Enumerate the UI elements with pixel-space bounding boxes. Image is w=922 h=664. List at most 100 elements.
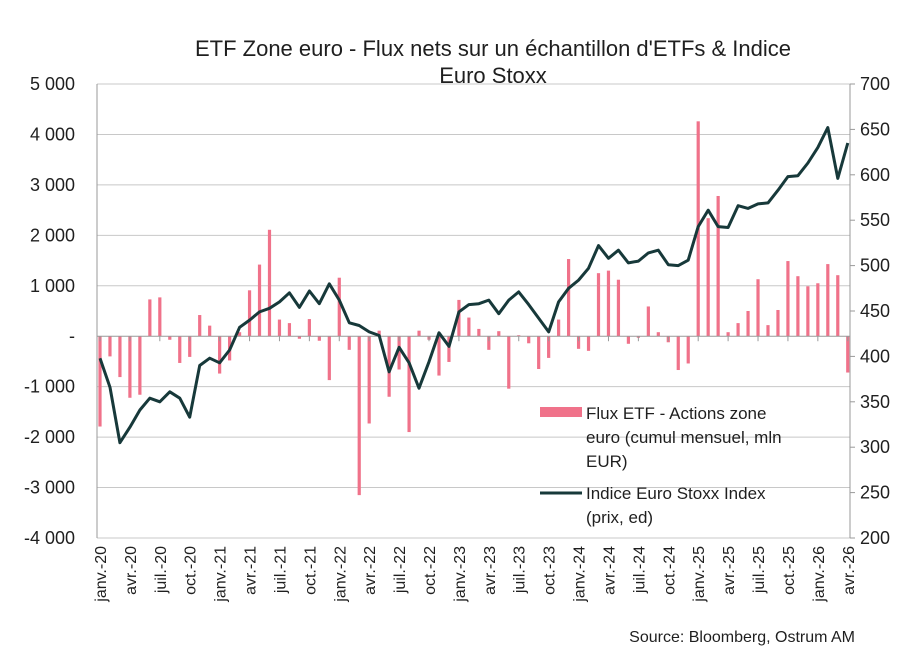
x-tick-label: janv.-22 <box>332 546 349 603</box>
bar <box>467 317 471 337</box>
right-tick-label: 650 <box>860 119 890 139</box>
right-axis-ticks: 700 650 600 550 500 450 400 350 300 250 200 <box>850 74 890 548</box>
left-tick-label: 4 000 <box>30 124 75 144</box>
bar <box>507 336 511 389</box>
left-tick-label: 5 000 <box>30 74 75 94</box>
left-tick-label: -3 000 <box>24 478 75 498</box>
bar <box>417 330 421 337</box>
legend-bar-label-3: EUR) <box>586 452 628 471</box>
bar <box>287 323 292 337</box>
left-tick-label: -1 000 <box>24 377 75 397</box>
bar <box>237 332 242 337</box>
bar <box>357 336 361 496</box>
bar <box>517 335 521 337</box>
x-tick-label: oct.-22 <box>422 546 439 595</box>
bar <box>397 336 401 370</box>
right-tick-label: 700 <box>860 74 890 94</box>
bar <box>148 299 152 337</box>
x-tick-label: avr.-23 <box>482 546 499 595</box>
bar <box>786 261 790 337</box>
x-tick-label: avr.-24 <box>601 546 618 595</box>
bar <box>547 336 551 358</box>
legend: Flux ETF - Actions zone euro (cumul mens… <box>540 404 782 527</box>
x-tick-label: avr.-22 <box>362 546 379 595</box>
bar <box>407 336 411 433</box>
x-tick-label: avr.-25 <box>721 546 738 595</box>
bar <box>317 336 321 341</box>
right-tick-label: 250 <box>860 483 890 503</box>
bar <box>267 229 272 337</box>
bar <box>118 336 122 378</box>
x-tick-label: janv.-20 <box>93 546 110 603</box>
left-tick-label: -4 000 <box>24 528 75 548</box>
bar <box>178 336 182 363</box>
x-tick-label: avr.-26 <box>841 546 858 595</box>
bar <box>716 195 720 337</box>
gridlines <box>97 83 850 539</box>
bar-series <box>98 121 850 496</box>
right-tick-label: 550 <box>860 210 890 230</box>
left-tick-label: - <box>69 326 75 346</box>
left-axis-ticks: 5 000 4 000 3 000 2 000 1 000 - -1 000 -2 000 -3… <box>24 74 75 548</box>
bar <box>198 315 202 337</box>
right-tick-label: 350 <box>860 392 890 412</box>
bar <box>736 323 740 337</box>
bar <box>457 299 461 337</box>
x-tick-label: janv.-25 <box>691 546 708 603</box>
bar <box>826 264 830 337</box>
bar <box>676 336 680 371</box>
bar <box>686 336 690 364</box>
bar <box>836 275 840 337</box>
bar <box>367 336 371 424</box>
x-tick-label: juil.-20 <box>153 546 170 594</box>
bar <box>596 273 601 337</box>
bar <box>447 336 451 362</box>
bar <box>277 319 282 337</box>
x-tick-label: juil.-25 <box>751 546 768 594</box>
left-tick-label: 3 000 <box>30 175 75 195</box>
bar <box>188 336 192 357</box>
bar <box>138 336 142 395</box>
legend-bar-label-2: euro (cumul mensuel, mln <box>586 428 782 447</box>
bar <box>626 336 631 344</box>
line-series-euro-stoxx <box>98 126 850 445</box>
right-tick-label: 300 <box>860 437 890 457</box>
bar <box>796 276 800 337</box>
bar <box>756 279 760 337</box>
bar <box>606 270 611 337</box>
x-tick-label: janv.-23 <box>452 546 469 603</box>
bar <box>816 283 820 337</box>
right-tick-label: 600 <box>860 165 890 185</box>
x-tick-label: juil.-24 <box>631 546 648 594</box>
bar <box>537 336 541 370</box>
x-tick-label: oct.-23 <box>542 546 559 595</box>
bar <box>377 330 381 337</box>
x-tick-label: janv.-26 <box>811 546 828 603</box>
bar <box>307 319 311 337</box>
x-tick-label: juil.-21 <box>272 546 289 594</box>
source-note: Source: Bloomberg, Ostrum AM <box>629 629 855 646</box>
bar <box>208 325 212 337</box>
bar <box>656 332 660 337</box>
right-tick-label: 500 <box>860 256 890 276</box>
legend-line-label-2: (prix, ed) <box>586 508 653 527</box>
bar <box>527 336 531 344</box>
bar <box>746 311 750 337</box>
legend-line-label-1: Indice Euro Stoxx Index <box>586 484 766 503</box>
x-tick-label: janv.-21 <box>213 546 230 603</box>
chart-title-line1: ETF Zone euro - Flux nets sur un échanti… <box>195 36 791 61</box>
bar <box>168 336 172 340</box>
bar <box>487 336 491 350</box>
bar <box>846 336 850 373</box>
x-tick-label: avr.-21 <box>243 546 260 595</box>
left-tick-label: 2 000 <box>30 225 75 245</box>
bar <box>98 336 102 427</box>
x-tick-label: avr.-20 <box>123 546 140 595</box>
bar <box>586 336 591 351</box>
bar <box>128 336 132 398</box>
bar <box>706 218 710 337</box>
right-tick-label: 200 <box>860 528 890 548</box>
bar <box>497 331 501 337</box>
x-tick-label: oct.-20 <box>183 546 200 595</box>
